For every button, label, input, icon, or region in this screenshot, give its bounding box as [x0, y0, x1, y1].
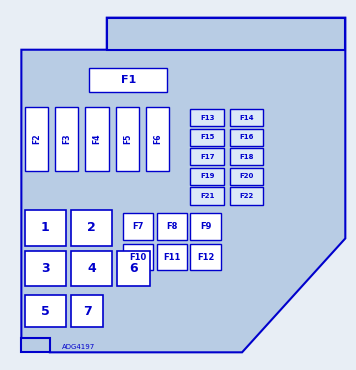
Bar [25, 251, 66, 286]
Bar [123, 213, 153, 240]
Text: F21: F21 [200, 193, 215, 199]
Bar [116, 107, 139, 171]
Bar [71, 295, 103, 327]
Text: F5: F5 [123, 134, 132, 144]
Text: F22: F22 [239, 193, 254, 199]
Bar [146, 107, 169, 171]
Text: F14: F14 [239, 115, 254, 121]
Text: 3: 3 [41, 262, 50, 275]
Text: F19: F19 [200, 174, 215, 179]
Text: F20: F20 [239, 174, 254, 179]
Bar [157, 213, 187, 240]
Text: F7: F7 [132, 222, 143, 231]
Bar [85, 107, 109, 171]
Bar [71, 251, 112, 286]
Bar [190, 213, 221, 240]
Text: 6: 6 [129, 262, 138, 275]
Bar [71, 210, 112, 246]
Bar [230, 129, 263, 146]
Text: F11: F11 [163, 253, 180, 262]
Text: F18: F18 [239, 154, 254, 160]
Bar [190, 188, 224, 205]
Text: 5: 5 [41, 305, 50, 318]
Bar [117, 251, 150, 286]
Text: F10: F10 [129, 253, 147, 262]
Bar [25, 107, 48, 171]
Bar [190, 168, 224, 185]
Bar [89, 67, 167, 92]
Bar [157, 244, 187, 270]
Text: ADG4197: ADG4197 [62, 344, 95, 350]
Text: F15: F15 [200, 134, 215, 140]
Text: F17: F17 [200, 154, 215, 160]
Bar [230, 188, 263, 205]
Text: F2: F2 [32, 134, 41, 144]
Bar [25, 210, 66, 246]
Bar [230, 148, 263, 165]
Polygon shape [21, 338, 50, 352]
Bar [230, 168, 263, 185]
Polygon shape [21, 18, 345, 352]
Bar [190, 148, 224, 165]
Bar [25, 295, 66, 327]
Bar [190, 109, 224, 126]
Text: 2: 2 [87, 221, 96, 234]
Text: F13: F13 [200, 115, 215, 121]
Text: F16: F16 [239, 134, 254, 140]
Polygon shape [107, 18, 345, 50]
Text: F12: F12 [197, 253, 214, 262]
Text: 7: 7 [83, 305, 91, 318]
Text: F3: F3 [62, 134, 71, 144]
Text: F8: F8 [166, 222, 177, 231]
Bar [190, 244, 221, 270]
Text: F1: F1 [121, 75, 136, 85]
Text: F4: F4 [93, 134, 101, 144]
Text: F9: F9 [200, 222, 211, 231]
Bar [123, 244, 153, 270]
Bar [190, 129, 224, 146]
Bar [55, 107, 78, 171]
Text: 4: 4 [87, 262, 96, 275]
Text: F6: F6 [153, 134, 162, 144]
Bar [230, 109, 263, 126]
Text: 1: 1 [41, 221, 50, 234]
